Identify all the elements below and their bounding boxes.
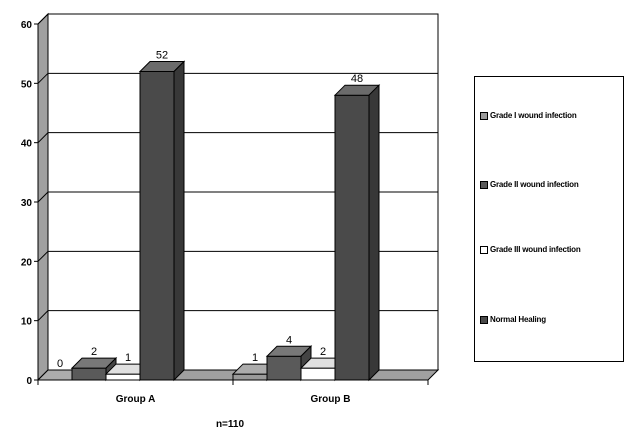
data-label: 1 <box>252 352 258 364</box>
gridline <box>37 13 438 25</box>
category-label: Group B <box>311 394 351 405</box>
legend-item: Normal Healing <box>480 315 622 325</box>
legend-swatch <box>480 246 488 254</box>
data-label: 0 <box>57 358 63 370</box>
y-tick-label: 60 <box>21 20 33 31</box>
data-label: 52 <box>156 49 168 61</box>
bars <box>36 60 381 382</box>
gridline <box>37 72 438 84</box>
y-tick-label: 30 <box>21 198 33 209</box>
legend-item: Grade II wound infection <box>480 180 622 190</box>
legend-item: Grade III wound infection <box>480 245 622 255</box>
category-labels: Group A Group B <box>116 394 351 405</box>
legend-label: Grade III wound infection <box>490 245 581 254</box>
legend-label: Grade I wound infection <box>490 111 577 120</box>
bar <box>333 83 381 382</box>
data-label: 2 <box>320 346 326 358</box>
y-tick-label: 40 <box>21 139 33 150</box>
gridlines <box>37 13 438 322</box>
y-tick-label: 10 <box>21 317 33 328</box>
legend-swatch <box>480 181 488 189</box>
bar <box>138 60 186 382</box>
legend-label: Grade II wound infection <box>490 180 579 189</box>
gridline <box>37 191 438 203</box>
x-axis-note: n=110 <box>216 419 245 430</box>
gridline <box>37 250 438 262</box>
legend: Grade I wound infection Grade II wound in… <box>474 76 624 362</box>
gridline <box>37 132 438 144</box>
gridline <box>37 310 438 322</box>
data-label: 1 <box>125 352 131 364</box>
legend-label: Normal Healing <box>490 315 546 324</box>
y-tick-label: 0 <box>26 376 32 387</box>
data-label: 48 <box>351 73 363 85</box>
category-label: Group A <box>116 394 156 405</box>
data-label: 2 <box>91 346 97 358</box>
y-tick-label: 20 <box>21 257 33 268</box>
y-tick-label: 50 <box>21 79 33 90</box>
y-axis-ticks: 0 10 20 30 40 50 60 <box>21 20 38 387</box>
x-axis-ticks <box>37 380 429 385</box>
data-labels: 0 2 1 52 1 4 2 48 <box>57 49 363 370</box>
data-label: 4 <box>286 334 292 346</box>
legend-item: Grade I wound infection <box>480 111 622 121</box>
legend-swatch <box>480 316 488 324</box>
legend-swatch <box>480 112 488 120</box>
